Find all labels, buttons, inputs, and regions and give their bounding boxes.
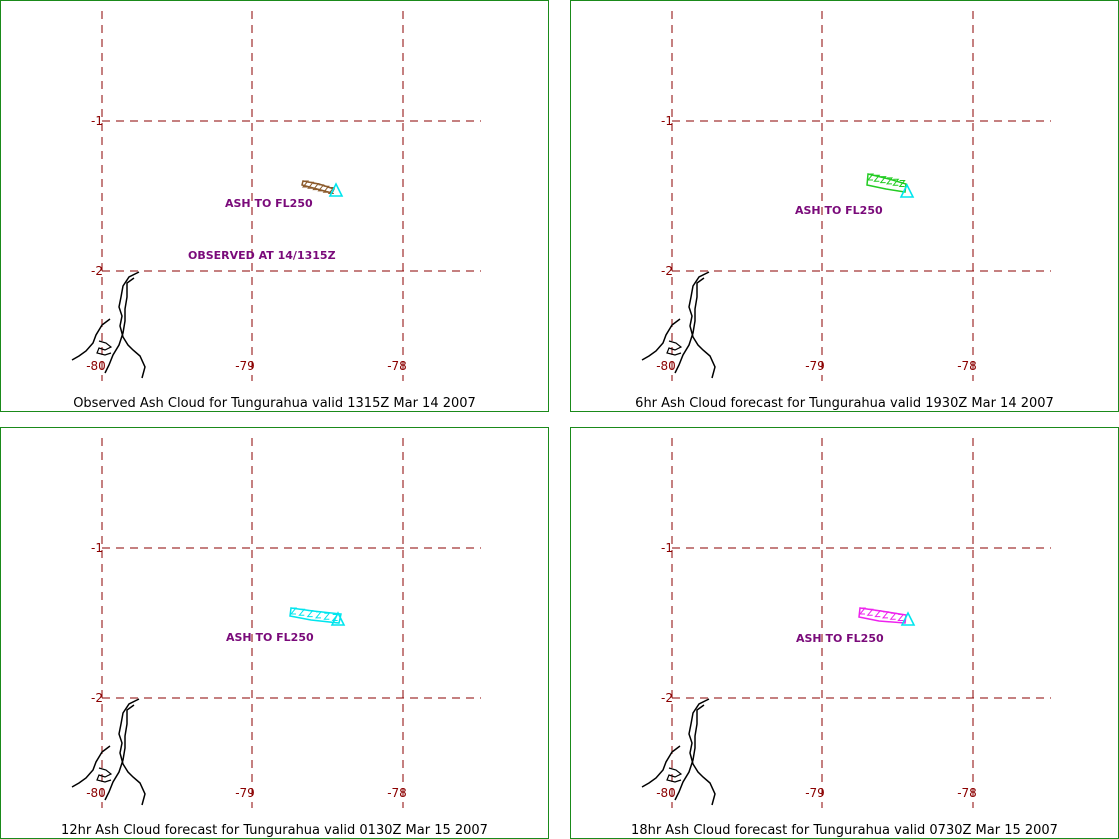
ash-cloud-outline <box>866 173 907 193</box>
map-canvas: ASH TO FL250 -80 -79 -78 -1 -2 <box>641 438 1051 808</box>
map-canvas: ASH TO FL250 -80 -79 -78 -1 -2 <box>641 11 1051 381</box>
ash-cloud-hatch <box>301 180 310 188</box>
ash-cloud-hatch <box>314 611 323 619</box>
volcano-icon <box>330 611 346 626</box>
coastline-inner <box>674 277 705 374</box>
ash-cloud-hatch <box>298 608 306 616</box>
lon-tick-label: -79 <box>235 359 255 373</box>
ash-cloud-hatch <box>322 185 330 193</box>
map-panel-observed: ASH TO FL250 OBSERVED AT 14/1315Z -80 -79 -7… <box>0 0 549 412</box>
ash-cloud-outline <box>289 607 342 624</box>
panel-caption: 12hr Ash Cloud forecast for Tungurahua v… <box>61 823 488 838</box>
volcano-icon <box>899 183 915 198</box>
ash-cloud-hatch <box>858 607 867 615</box>
panel-caption: Observed Ash Cloud for Tungurahua valid … <box>73 396 476 411</box>
lat-tick-label: -1 <box>661 114 673 128</box>
coastline-gulf <box>641 318 681 361</box>
coastline-main <box>118 698 146 806</box>
coastline-inner <box>104 704 135 801</box>
lon-tick-label: -80 <box>86 359 106 373</box>
ash-cloud-hatch <box>317 184 325 192</box>
coastline-main <box>688 698 716 806</box>
ash-cloud-hatch <box>879 176 887 184</box>
map-panel-18hr: ASH TO FL250 -80 -79 -78 -1 -2 18hr Ash Cloud… <box>570 427 1119 839</box>
ash-cloud-hatch <box>307 181 315 189</box>
ash-cloud-hatch <box>885 177 894 185</box>
lat-tick-label: -1 <box>661 541 673 555</box>
coastline-main <box>688 271 716 379</box>
lat-tick-label: -1 <box>91 541 103 555</box>
lon-tick-label: -78 <box>387 786 407 800</box>
ash-cloud-outline <box>858 607 907 624</box>
volcano-icon <box>900 611 916 626</box>
coastline-island <box>666 767 683 783</box>
lat-tick-label: -2 <box>91 691 103 705</box>
lon-tick-label: -80 <box>86 786 106 800</box>
coastline-inner <box>674 704 705 801</box>
coastline-gulf <box>71 318 111 361</box>
ash-cloud-hatch <box>881 611 890 619</box>
ash-cloud-hatch <box>323 612 331 620</box>
lon-tick-label: -80 <box>656 786 676 800</box>
lat-tick-label: -2 <box>661 264 673 278</box>
ash-cloud-hatch <box>874 610 882 618</box>
map-annotation: ASH TO FL250 <box>796 632 884 645</box>
ash-cloud-hatch <box>312 183 320 191</box>
map-annotation: ASH TO FL250 <box>226 631 314 644</box>
lon-tick-label: -78 <box>957 786 977 800</box>
map-annotation: ASH TO FL250 <box>225 197 313 210</box>
map-panel-12hr: ASH TO FL250 -80 -79 -78 -1 -2 12hr Ash Cloud… <box>0 427 549 839</box>
lon-tick-label: -79 <box>235 786 255 800</box>
coastline-gulf <box>641 745 681 788</box>
panel-caption: 18hr Ash Cloud forecast for Tungurahua v… <box>631 823 1058 838</box>
ash-cloud-hatch <box>889 612 897 620</box>
ash-cloud-hatch <box>898 180 906 187</box>
map-annotation: OBSERVED AT 14/1315Z <box>188 249 336 262</box>
lon-tick-label: -78 <box>387 359 407 373</box>
volcano-icon <box>328 182 344 197</box>
coastline-island <box>96 340 113 356</box>
map-canvas: ASH TO FL250 -80 -79 -78 -1 -2 <box>71 438 481 808</box>
ash-cloud-hatch <box>866 173 875 181</box>
map-annotation: ASH TO FL250 <box>795 204 883 217</box>
ash-cloud-hatch <box>892 178 900 186</box>
ash-cloud-hatch <box>289 607 298 615</box>
ash-cloud-hatch <box>897 614 905 621</box>
coastline-main <box>118 271 146 379</box>
ash-cloud-hatch <box>866 608 874 616</box>
map-panel-6hr: ASH TO FL250 -80 -79 -78 -1 -2 6hr Ash Cloud … <box>570 0 1119 412</box>
coastline-island <box>96 767 113 783</box>
ash-cloud-hatch <box>306 610 314 618</box>
ash-cloud-hatch <box>873 174 881 182</box>
map-canvas: ASH TO FL250 OBSERVED AT 14/1315Z -80 -79 -7… <box>71 11 481 381</box>
lat-tick-label: -2 <box>661 691 673 705</box>
lon-tick-label: -79 <box>805 359 825 373</box>
lon-tick-label: -80 <box>656 359 676 373</box>
lon-tick-label: -79 <box>805 786 825 800</box>
panel-caption: 6hr Ash Cloud forecast for Tungurahua va… <box>635 396 1054 411</box>
lat-tick-label: -2 <box>91 264 103 278</box>
lon-tick-label: -78 <box>957 359 977 373</box>
coastline-island <box>666 340 683 356</box>
coastline-gulf <box>71 745 111 788</box>
lat-tick-label: -1 <box>91 114 103 128</box>
coastline-inner <box>104 277 135 374</box>
